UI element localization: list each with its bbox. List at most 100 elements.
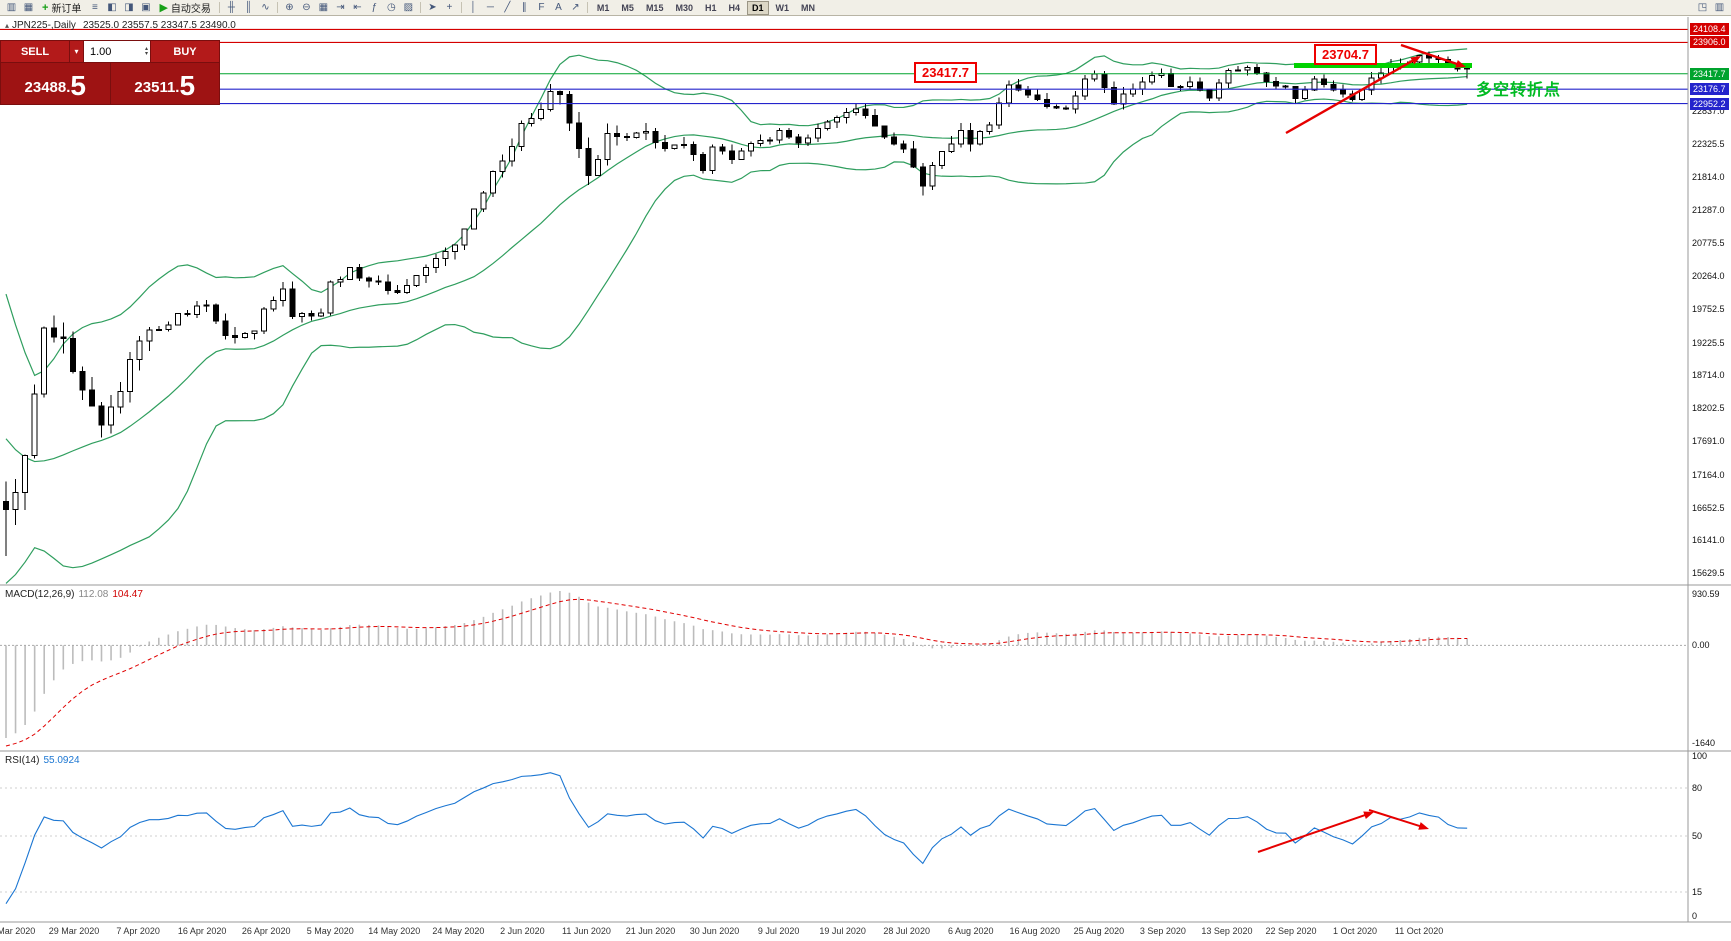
- date-label: 6 Aug 2020: [947, 926, 994, 936]
- toolbar-separator: [460, 2, 462, 13]
- date-label: 28 Jul 2020: [883, 926, 930, 936]
- chart-shift-icon[interactable]: ⇤: [353, 2, 362, 13]
- one-click-trading-panel: SELL ▾ 1.00 ▴ ▾ BUY 23488. 5 23511. 5: [0, 40, 220, 105]
- date-label: 9 Jul 2020: [757, 926, 800, 936]
- date-label: 11 Oct 2020: [1394, 926, 1444, 936]
- data-window-icon[interactable]: ◧: [107, 2, 117, 13]
- templates-icon[interactable]: ▨: [403, 2, 414, 13]
- zoom-in-icon[interactable]: ⊕: [285, 2, 294, 13]
- window-restore-icon[interactable]: ◳: [1697, 2, 1708, 13]
- timeframe-w1-button[interactable]: W1: [775, 2, 790, 13]
- navigator-icon[interactable]: ◨: [124, 2, 134, 13]
- timeframe-m30-button[interactable]: M30: [675, 2, 693, 13]
- buy-price[interactable]: 23511. 5: [111, 63, 220, 104]
- date-label: 1 Oct 2020: [1333, 926, 1378, 936]
- cursor-icon[interactable]: ➤: [428, 2, 437, 13]
- volume-increase-button[interactable]: ▴: [144, 45, 148, 52]
- profiles-icon[interactable]: ▦: [23, 2, 34, 13]
- sell-price-pip: 5: [70, 70, 86, 101]
- new-chart-icon[interactable]: ▥: [6, 2, 17, 13]
- volume-decrease-button[interactable]: ▾: [144, 50, 148, 57]
- date-label: 22 Sep 2020: [1265, 926, 1317, 936]
- date-label: 30 Jun 2020: [689, 926, 740, 936]
- time-scale[interactable]: 19 Mar 2020 29 Mar 2020 7 Apr 2020 16 Apr 2…: [0, 923, 1731, 941]
- price-tick-label: 20775.5: [1692, 238, 1725, 249]
- date-label: 19 Mar 2020: [0, 926, 36, 936]
- date-label: 24 May 2020: [432, 926, 485, 936]
- date-label: 2 Jun 2020: [500, 926, 545, 936]
- arrows-tool-icon[interactable]: ↗: [571, 2, 580, 13]
- indicators-icon[interactable]: ƒ: [371, 2, 378, 13]
- timeframe-m1-button[interactable]: M1: [596, 2, 610, 13]
- date-label: 5 May 2020: [306, 926, 354, 936]
- terminal-icon[interactable]: ▣: [141, 2, 151, 13]
- date-label: 19 Jul 2020: [819, 926, 866, 936]
- price-tick-label: 17691.0: [1692, 436, 1725, 446]
- date-label: 11 Jun 2020: [561, 926, 611, 936]
- channel-icon[interactable]: ∥: [521, 2, 527, 13]
- rsi-scale-label: 80: [1692, 783, 1703, 793]
- timeframe-h1-button[interactable]: H1: [704, 2, 717, 13]
- rsi-scale-label: 100: [1692, 751, 1708, 761]
- periods-icon[interactable]: ◷: [387, 2, 396, 13]
- date-label: 26 Apr 2020: [241, 926, 291, 936]
- volume-value: 1.00: [90, 45, 112, 58]
- autotrading-button[interactable]: ▶ 自动交易: [154, 1, 215, 15]
- price-tick-label: 18202.5: [1692, 403, 1725, 414]
- toolbar-separator: [419, 2, 421, 13]
- price-tick-label: 19752.5: [1692, 303, 1725, 314]
- timeframe-m5-button[interactable]: M5: [621, 2, 634, 13]
- market-watch-icon[interactable]: ≡: [92, 2, 98, 13]
- volume-field[interactable]: 1.00 ▴ ▾: [84, 41, 150, 62]
- buy-price-pip: 5: [179, 70, 196, 101]
- vertical-line-icon[interactable]: │: [470, 2, 477, 13]
- autotrading-button-icon: ▶: [159, 2, 168, 14]
- candlestick-mode-icon[interactable]: ║: [244, 2, 252, 13]
- trendline-icon[interactable]: ╱: [504, 2, 511, 13]
- buy-button[interactable]: BUY: [150, 41, 219, 62]
- date-label: 14 May 2020: [368, 926, 421, 936]
- rsi-value: 55.0924: [43, 755, 80, 766]
- tile-windows-icon[interactable]: ▦: [318, 2, 329, 13]
- rsi-scale-label: 0: [1692, 911, 1698, 921]
- new-order-button[interactable]: + 新订单: [37, 1, 86, 16]
- text-label-icon[interactable]: A: [555, 2, 562, 13]
- date-label: 25 Aug 2020: [1073, 926, 1125, 936]
- macd-value: 112.08: [78, 589, 109, 600]
- horizontal-line-icon[interactable]: ─: [486, 2, 494, 13]
- price-tick-label: 22325.5: [1692, 138, 1725, 149]
- price-tick-label: 21287.0: [1692, 205, 1725, 216]
- crosshair-icon[interactable]: +: [446, 2, 453, 13]
- price-annotation-23417[interactable]: 23417.7: [914, 62, 977, 83]
- date-label: 29 Mar 2020: [48, 926, 100, 936]
- auto-scroll-icon[interactable]: ⇥: [336, 2, 345, 13]
- sell-price-main: 23488.: [24, 79, 71, 96]
- timeframe-mn-button[interactable]: MN: [801, 2, 816, 13]
- date-label: 21 Jun 2020: [625, 926, 676, 936]
- price-annotation-23704[interactable]: 23704.7: [1314, 44, 1377, 65]
- toolbar-separator: [276, 2, 278, 13]
- timeframe-h4-button[interactable]: H4: [728, 2, 740, 13]
- timeframe-d1-button[interactable]: D1: [747, 0, 769, 15]
- fibonacci-icon[interactable]: F: [538, 2, 545, 13]
- chart-symbol-label: JPN225-,Daily: [12, 20, 76, 31]
- sell-price[interactable]: 23488. 5: [1, 63, 111, 104]
- volume-dropdown-button[interactable]: ▾: [70, 41, 84, 62]
- timeframe-m15-button[interactable]: M15: [645, 2, 664, 13]
- price-tick-label: 18714.0: [1692, 370, 1725, 381]
- turning-point-annotation[interactable]: 多空转折点: [1476, 82, 1562, 99]
- macd-signal-value: 104.47: [112, 589, 143, 600]
- sell-button[interactable]: SELL: [1, 41, 70, 62]
- rsi-indicator-label: RSI(14) 55.0924: [5, 755, 80, 766]
- window-list-icon[interactable]: ▥: [1714, 2, 1725, 13]
- price-level-badge: 23176.7: [1690, 83, 1729, 96]
- price-tick-label: 21814.0: [1692, 171, 1725, 182]
- date-label: 16 Apr 2020: [177, 926, 227, 936]
- zoom-out-icon[interactable]: ⊖: [302, 2, 311, 13]
- line-chart-mode-icon[interactable]: ∿: [261, 2, 270, 13]
- price-tick-label: 17164.0: [1692, 469, 1725, 480]
- bar-chart-mode-icon[interactable]: ╫: [227, 2, 235, 13]
- macd-scale-zero: 0.00: [1692, 640, 1710, 651]
- price-scale[interactable]: 22837.0 22325.5 21814.0 21287.0 20775.5 20264…: [1689, 0, 1731, 941]
